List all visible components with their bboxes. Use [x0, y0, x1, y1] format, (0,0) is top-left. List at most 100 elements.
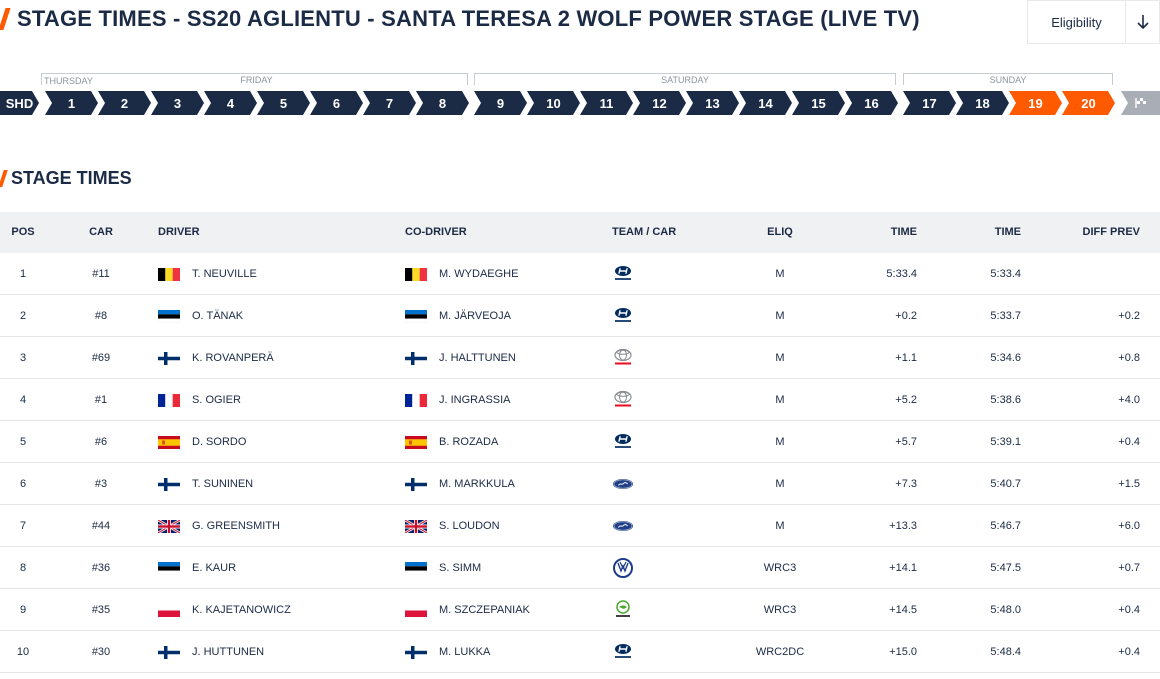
- driver-flag-icon: [158, 352, 180, 365]
- stage-time-cell: +13.3: [889, 520, 917, 532]
- team-logo-icon: [609, 390, 637, 410]
- day-label-saturday: SATURDAY: [661, 75, 709, 85]
- day-label-sunday: SUNDAY: [989, 75, 1027, 85]
- table-row[interactable]: 9 #35 K. KAJETANOWICZ M. SZCZEPANIAK WRC3 +14…: [0, 589, 1160, 631]
- stage-tab-6[interactable]: 6: [310, 91, 363, 115]
- stage-tab-11[interactable]: 11: [580, 91, 633, 115]
- stage-time-cell: +14.1: [889, 562, 917, 574]
- codriver-name[interactable]: S. LOUDON: [439, 520, 500, 532]
- day-group-thursday-line: [41, 73, 46, 85]
- driver-name[interactable]: J. HUTTUNEN: [192, 646, 265, 658]
- driver-name[interactable]: K. ROVANPERÄ: [192, 352, 274, 364]
- driver-name[interactable]: D. SORDO: [192, 436, 247, 448]
- codriver-name[interactable]: M. WYDAEGHE: [439, 268, 519, 280]
- eliq-cell: M: [775, 268, 785, 280]
- stage-tab-3[interactable]: 3: [151, 91, 204, 115]
- title-accent: [0, 8, 11, 30]
- team-logo-icon: [609, 264, 637, 284]
- stage-time-cell: 5:33.4: [886, 268, 917, 280]
- driver-name[interactable]: K. KAJETANOWICZ: [192, 604, 291, 616]
- stage-tab-14[interactable]: 14: [739, 91, 792, 115]
- stage-tab-9[interactable]: 9: [474, 91, 527, 115]
- codriver-flag-icon: [404, 562, 428, 576]
- driver-flag-icon: [158, 646, 180, 659]
- column-header-codriver: CO-DRIVER: [405, 226, 467, 238]
- stage-tab-label: 5: [279, 95, 288, 111]
- codriver-flag-icon: [405, 436, 427, 449]
- table-row[interactable]: 6 #3 T. SUNINEN M. MARKKULA M +7.3 5:40.7 +1.5: [0, 463, 1160, 505]
- eliq-cell: WRC2DC: [755, 646, 805, 658]
- stage-tab-label: 3: [173, 95, 182, 111]
- stage-tab-15[interactable]: 15: [792, 91, 845, 115]
- position-cell: 7: [19, 520, 27, 532]
- day-group-friday: FRIDAY: [46, 73, 468, 85]
- stage-time-cell: +1.1: [895, 352, 917, 364]
- codriver-name[interactable]: S. SIMM: [439, 562, 482, 574]
- car-number-cell: #6: [94, 436, 108, 448]
- position-cell: 4: [19, 394, 27, 406]
- codriver-name[interactable]: M. MARKKULA: [439, 478, 515, 490]
- column-header-time: TIME: [890, 226, 917, 238]
- position-cell: 1: [19, 268, 27, 280]
- eliq-cell: WRC3: [763, 604, 797, 616]
- driver-name[interactable]: T. SUNINEN: [192, 478, 254, 490]
- codriver-flag-icon: [405, 478, 427, 491]
- table-row[interactable]: 5 #6 D. SORDO B. ROZADA M +5.7 5:39.1 +0.4: [0, 421, 1160, 463]
- stage-tab-2[interactable]: 2: [98, 91, 151, 115]
- stage-tab-12[interactable]: 12: [633, 91, 686, 115]
- codriver-name[interactable]: M. SZCZEPANIAK: [439, 604, 530, 616]
- total-time-cell: 5:48.4: [990, 646, 1021, 658]
- driver-name[interactable]: G. GREENSMITH: [192, 520, 281, 532]
- stage-tab-17[interactable]: 17: [903, 91, 956, 115]
- stage-time-cell: +5.2: [895, 394, 917, 406]
- position-cell: 6: [19, 478, 27, 490]
- total-time-cell: 5:39.1: [990, 436, 1021, 448]
- day-label-thursday: THURSDAY: [44, 76, 93, 86]
- position-cell: 10: [16, 646, 30, 658]
- table-row[interactable]: 3 #69 K. ROVANPERÄ J. HALTTUNEN M +1.1 5:34.6 +…: [0, 337, 1160, 379]
- column-header-total-time: TIME: [994, 226, 1021, 238]
- stage-tab-label: SHD: [5, 95, 34, 111]
- stage-tab-1[interactable]: 1: [45, 91, 98, 115]
- stage-tab-19[interactable]: 19: [1009, 91, 1062, 115]
- eligibility-dropdown-button[interactable]: [1125, 0, 1160, 44]
- stage-tab-13[interactable]: 13: [686, 91, 739, 115]
- table-row[interactable]: 7 #44 G. GREENSMITH S. LOUDON M +13.3 5:46.7 +6…: [0, 505, 1160, 547]
- stage-time-cell: +0.2: [895, 310, 917, 322]
- eliq-cell: M: [775, 352, 785, 364]
- driver-name[interactable]: E. KAUR: [192, 562, 237, 574]
- table-row[interactable]: 10 #30 J. HUTTUNEN M. LUKKA WRC2DC +15.0 5:48.…: [0, 631, 1160, 673]
- stage-tab-label: 6: [332, 95, 341, 111]
- table-row[interactable]: 4 #1 S. OGIER J. INGRASSIA M +5.2 5:38.6 +4.0: [0, 379, 1160, 421]
- codriver-name[interactable]: J. HALTTUNEN: [439, 352, 516, 364]
- driver-name[interactable]: S. OGIER: [192, 394, 241, 406]
- team-logo-icon: [609, 516, 637, 536]
- stage-tab-5[interactable]: 5: [257, 91, 310, 115]
- table-row[interactable]: 8 #36 E. KAUR S. SIMM WRC3 +14.1 5:47.5 +0.7: [0, 547, 1160, 589]
- stage-tab-20[interactable]: 20: [1062, 91, 1115, 115]
- codriver-name[interactable]: M. LUKKA: [439, 646, 491, 658]
- column-header-pos: POS: [11, 226, 35, 238]
- table-row[interactable]: 1 #11 T. NEUVILLE M. WYDAEGHE M 5:33.4 5:33.4: [0, 253, 1160, 295]
- stage-tab-label: 12: [652, 95, 667, 111]
- driver-name[interactable]: T. NEUVILLE: [192, 268, 257, 280]
- stage-tab-18[interactable]: 18: [956, 91, 1009, 115]
- team-logo-icon: [609, 642, 637, 662]
- stage-tab-finish[interactable]: [1121, 91, 1160, 115]
- codriver-name[interactable]: B. ROZADA: [439, 436, 499, 448]
- team-logo-icon: [609, 600, 637, 620]
- stage-tab-label: 4: [226, 95, 235, 111]
- eligibility-button[interactable]: Eligibility: [1027, 0, 1125, 44]
- stage-tab-10[interactable]: 10: [527, 91, 580, 115]
- stage-tab-16[interactable]: 16: [845, 91, 898, 115]
- stage-tab-shd[interactable]: SHD: [0, 91, 39, 115]
- stage-tab-4[interactable]: 4: [204, 91, 257, 115]
- driver-name[interactable]: O. TÄNAK: [192, 310, 244, 322]
- stage-tab-7[interactable]: 7: [363, 91, 416, 115]
- codriver-name[interactable]: J. INGRASSIA: [439, 394, 511, 406]
- table-row[interactable]: 2 #8 O. TÄNAK M. JÄRVEOJA M +0.2 5:33.7 +0.2: [0, 295, 1160, 337]
- codriver-name[interactable]: M. JÄRVEOJA: [439, 310, 511, 322]
- stage-tab-8[interactable]: 8: [416, 91, 469, 115]
- page-title: STAGE TIMES - SS20 AGLIENTU - SANTA TERE…: [17, 6, 920, 31]
- position-cell: 5: [19, 436, 27, 448]
